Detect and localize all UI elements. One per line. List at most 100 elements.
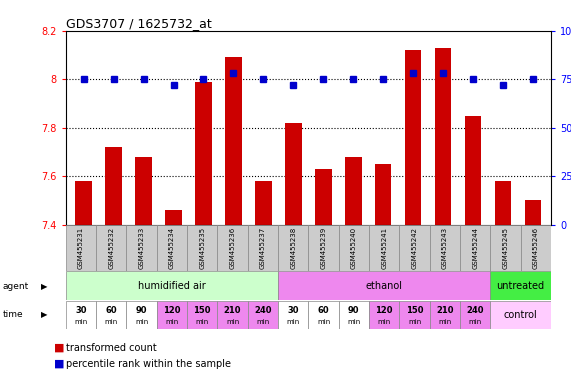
Text: GSM455238: GSM455238 (290, 227, 296, 269)
Bar (490, 301, 551, 329)
Bar (135, 157, 152, 225)
Text: percentile rank within the sample: percentile rank within the sample (66, 359, 231, 369)
Text: 210: 210 (436, 306, 453, 315)
Text: GSM455231: GSM455231 (78, 227, 84, 269)
Bar (285, 123, 301, 225)
Text: GSM455244: GSM455244 (472, 227, 478, 269)
Bar (521, 225, 551, 271)
Text: 60: 60 (106, 306, 117, 315)
Bar (106, 147, 122, 225)
Text: GSM455233: GSM455233 (139, 227, 144, 269)
Bar (278, 271, 490, 300)
Bar (375, 164, 392, 225)
Text: min: min (256, 319, 270, 325)
Text: control: control (504, 310, 537, 320)
Text: 240: 240 (467, 306, 484, 315)
Text: ■: ■ (54, 343, 65, 353)
Text: ethanol: ethanol (365, 281, 403, 291)
Text: min: min (195, 319, 209, 325)
Text: GSM455240: GSM455240 (351, 227, 357, 269)
Bar (187, 225, 218, 271)
Bar (430, 225, 460, 271)
Text: min: min (347, 319, 360, 325)
Text: untreated: untreated (497, 281, 545, 291)
Bar (187, 301, 218, 329)
Bar (66, 301, 96, 329)
Bar (490, 271, 551, 300)
Text: 150: 150 (194, 306, 211, 315)
Bar (156, 301, 187, 329)
Text: min: min (135, 319, 148, 325)
Text: GSM455237: GSM455237 (260, 227, 266, 269)
Bar (218, 301, 248, 329)
Text: min: min (377, 319, 391, 325)
Bar (248, 225, 278, 271)
Bar (126, 301, 156, 329)
Text: GSM455234: GSM455234 (169, 227, 175, 269)
Text: GSM455245: GSM455245 (502, 227, 509, 269)
Bar (435, 48, 452, 225)
Bar (75, 181, 92, 225)
Bar (465, 116, 481, 225)
Bar (96, 301, 126, 329)
Text: 30: 30 (287, 306, 299, 315)
Bar (308, 225, 339, 271)
Bar (490, 225, 521, 271)
Text: min: min (165, 319, 179, 325)
Bar (430, 301, 460, 329)
Text: min: min (226, 319, 239, 325)
Bar (308, 301, 339, 329)
Text: ▶: ▶ (41, 310, 47, 319)
Bar (525, 200, 541, 225)
Text: min: min (469, 319, 482, 325)
Text: ▶: ▶ (41, 281, 47, 291)
Text: 30: 30 (75, 306, 87, 315)
Bar (460, 301, 490, 329)
Text: GSM455236: GSM455236 (230, 227, 235, 269)
Text: 120: 120 (163, 306, 180, 315)
Bar (369, 301, 399, 329)
Text: 60: 60 (317, 306, 329, 315)
Bar (339, 301, 369, 329)
Text: GSM455246: GSM455246 (533, 227, 539, 269)
Bar (460, 225, 490, 271)
Text: GSM455242: GSM455242 (412, 227, 417, 269)
Bar (66, 271, 278, 300)
Text: 90: 90 (136, 306, 147, 315)
Text: min: min (287, 319, 300, 325)
Text: GSM455243: GSM455243 (442, 227, 448, 269)
Text: humidified air: humidified air (138, 281, 206, 291)
Text: 120: 120 (375, 306, 393, 315)
Text: 210: 210 (224, 306, 242, 315)
Bar (369, 225, 399, 271)
Text: transformed count: transformed count (66, 343, 156, 353)
Text: 90: 90 (348, 306, 360, 315)
Bar (495, 181, 511, 225)
Text: GSM455241: GSM455241 (381, 227, 387, 269)
Bar (218, 225, 248, 271)
Bar (66, 225, 96, 271)
Text: min: min (438, 319, 452, 325)
Bar (96, 225, 126, 271)
Text: GSM455232: GSM455232 (108, 227, 114, 269)
Text: time: time (3, 310, 23, 319)
Bar (126, 225, 156, 271)
Bar (195, 82, 212, 225)
Bar (399, 225, 430, 271)
Bar (399, 301, 430, 329)
Text: 240: 240 (254, 306, 272, 315)
Bar (225, 57, 242, 225)
Bar (156, 225, 187, 271)
Bar (315, 169, 332, 225)
Text: min: min (317, 319, 330, 325)
Text: min: min (74, 319, 87, 325)
Bar (339, 225, 369, 271)
Bar (405, 50, 421, 225)
Text: min: min (408, 319, 421, 325)
Text: GSM455235: GSM455235 (199, 227, 205, 269)
Bar (248, 301, 278, 329)
Bar (345, 157, 361, 225)
Text: GSM455239: GSM455239 (320, 227, 327, 269)
Text: agent: agent (3, 281, 29, 291)
Bar (278, 225, 308, 271)
